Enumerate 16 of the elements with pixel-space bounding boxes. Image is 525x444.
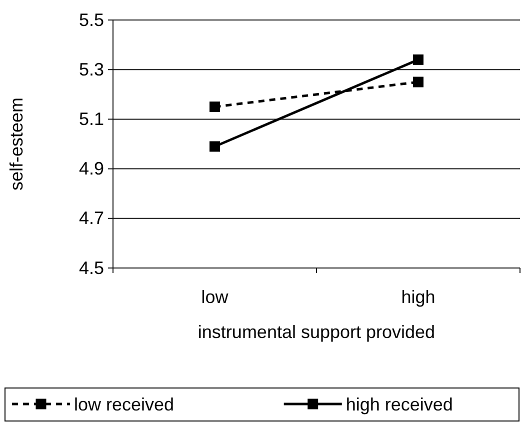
x-tick-label: high <box>401 286 436 307</box>
x-tick-label: low <box>201 286 230 307</box>
legend-label: low received <box>74 394 174 414</box>
legend-label: high received <box>346 394 453 414</box>
point <box>413 76 424 88</box>
y-axis-title: self-esteem <box>6 97 26 191</box>
x-axis-title: instrumental support provided <box>198 322 436 342</box>
point <box>413 54 424 65</box>
y-tick-label: 4.9 <box>78 158 104 179</box>
point <box>210 102 220 112</box>
y-tick-label: 5.1 <box>78 108 104 129</box>
y-tick-label: 5.5 <box>78 10 104 30</box>
y-tick-label: 5.3 <box>78 59 104 80</box>
point <box>210 141 220 152</box>
y-tick-label: 4.5 <box>78 258 104 278</box>
y-tick-label: 4.7 <box>78 208 104 228</box>
